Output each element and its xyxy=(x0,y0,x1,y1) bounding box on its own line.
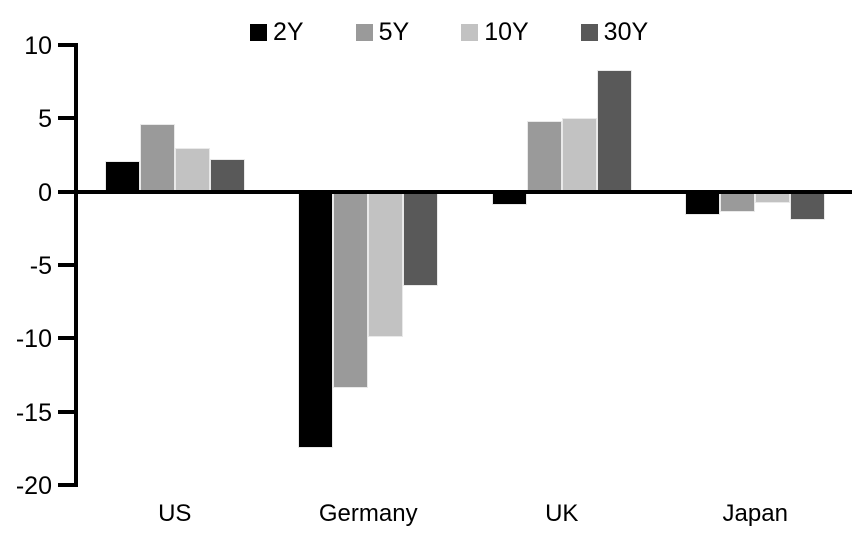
category-label-uk: UK xyxy=(545,500,579,527)
bar-10y-germany xyxy=(368,191,404,337)
bar-2y-japan xyxy=(685,191,721,216)
legend-label-5y: 5Y xyxy=(378,18,410,46)
y-tick-10 xyxy=(58,43,74,47)
chart-legend: 2Y 5Y 10Y 30Y xyxy=(250,20,648,45)
y-tick-label-0: 0 xyxy=(38,178,52,207)
legend-label-2y: 2Y xyxy=(273,18,304,46)
legend-swatch-30y xyxy=(580,24,598,41)
y-tick-label--5: -5 xyxy=(29,252,52,280)
y-tick--15 xyxy=(58,409,74,414)
category-label-germany: Germany xyxy=(318,500,418,527)
bar-30y-japan xyxy=(790,191,826,220)
bar-2y-us xyxy=(104,160,140,192)
legend-item-10y: 10Y xyxy=(461,18,529,46)
bar-10y-us xyxy=(174,147,210,192)
legend-swatch-5y xyxy=(355,24,373,41)
bar-30y-germany xyxy=(403,191,439,286)
legend-swatch-10y xyxy=(461,24,479,41)
legend-item-5y: 5Y xyxy=(355,18,410,46)
legend-label-30y: 30Y xyxy=(603,18,649,46)
y-tick-label--20: -20 xyxy=(15,472,52,500)
y-tick-label--10: -10 xyxy=(15,325,52,354)
bar-30y-uk xyxy=(596,69,632,192)
bar-30y-us xyxy=(209,159,245,192)
category-label-us: US xyxy=(158,500,192,527)
y-tick--5 xyxy=(58,263,74,267)
legend-swatch-2y xyxy=(250,24,267,41)
bar-5y-uk xyxy=(526,121,562,192)
y-tick-label-10: 10 xyxy=(24,32,52,60)
y-tick-5 xyxy=(58,116,74,121)
bar-10y-uk xyxy=(561,118,597,192)
y-tick-label--15: -15 xyxy=(15,398,52,427)
legend-item-30y: 30Y xyxy=(580,18,649,46)
bar-5y-us xyxy=(139,124,175,192)
category-label-japan: Japan xyxy=(722,500,788,527)
legend-label-10y: 10Y xyxy=(484,18,529,46)
legend-item-2y: 2Y xyxy=(250,20,304,45)
y-axis-line xyxy=(74,43,78,487)
y-tick-label-5: 5 xyxy=(38,105,52,134)
zero-line xyxy=(74,189,852,194)
y-tick--10 xyxy=(58,336,74,341)
y-tick-0 xyxy=(58,189,74,194)
bar-2y-germany xyxy=(298,191,334,449)
bar-5y-germany xyxy=(333,191,369,389)
bar-5y-japan xyxy=(720,191,756,213)
y-tick--20 xyxy=(58,483,74,487)
